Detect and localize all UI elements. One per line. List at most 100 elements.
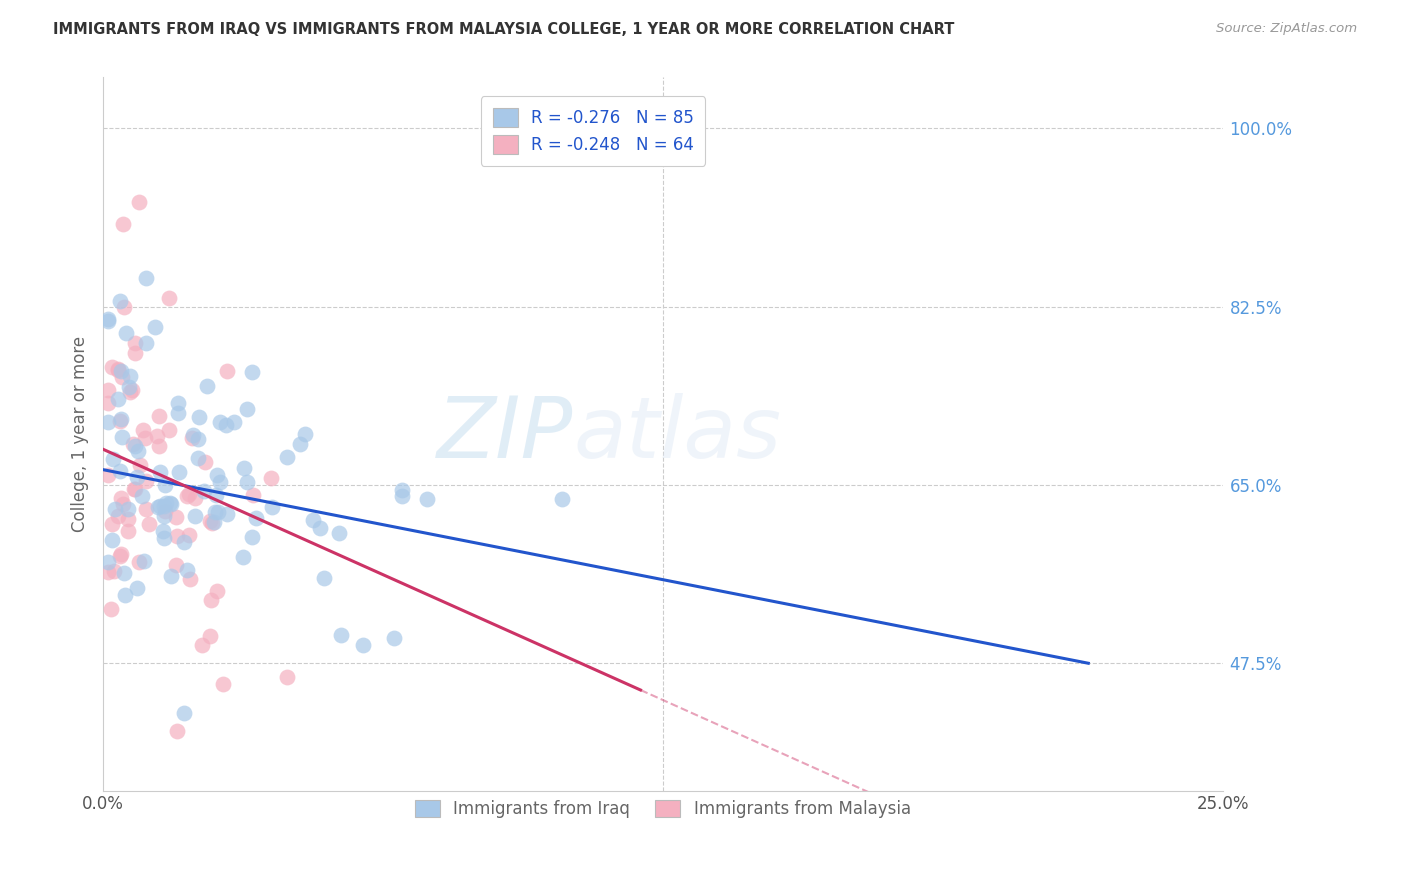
Point — [131, 490, 153, 504]
Point — [157, 423, 180, 437]
Point — [155, 478, 177, 492]
Point — [103, 564, 125, 578]
Y-axis label: College, 1 year or more: College, 1 year or more — [72, 336, 89, 533]
Point — [107, 392, 129, 406]
Point — [391, 490, 413, 504]
Point — [153, 499, 176, 513]
Point — [111, 430, 134, 444]
Point — [166, 724, 188, 739]
Point — [165, 558, 187, 572]
Point — [179, 572, 201, 586]
Point — [200, 593, 222, 607]
Text: Source: ZipAtlas.com: Source: ZipAtlas.com — [1216, 22, 1357, 36]
Point — [117, 512, 139, 526]
Point — [194, 454, 217, 468]
Point — [173, 535, 195, 549]
Point — [97, 467, 120, 482]
Point — [97, 312, 120, 326]
Point — [110, 412, 132, 426]
Point — [129, 458, 152, 472]
Point — [138, 516, 160, 531]
Point — [122, 437, 145, 451]
Point — [167, 406, 190, 420]
Point — [112, 566, 135, 580]
Point — [208, 415, 231, 429]
Point — [309, 520, 332, 534]
Point — [127, 470, 149, 484]
Point — [132, 423, 155, 437]
Point — [184, 509, 207, 524]
Point — [107, 508, 129, 523]
Point — [215, 507, 238, 521]
Point — [391, 483, 413, 498]
Point — [127, 443, 149, 458]
Point — [124, 336, 146, 351]
Point — [200, 629, 222, 643]
Point — [262, 500, 284, 514]
Point — [135, 474, 157, 488]
Point — [276, 450, 298, 464]
Text: ZIP: ZIP — [437, 392, 574, 475]
Point — [157, 291, 180, 305]
Point — [125, 581, 148, 595]
Point — [328, 526, 350, 541]
Point — [159, 496, 181, 510]
Point — [135, 271, 157, 285]
Point — [242, 488, 264, 502]
Point — [148, 439, 170, 453]
Point — [100, 360, 122, 375]
Point — [236, 402, 259, 417]
Point — [143, 320, 166, 334]
Point — [101, 533, 124, 548]
Point — [329, 628, 352, 642]
Point — [110, 491, 132, 506]
Point — [180, 431, 202, 445]
Point — [550, 491, 572, 506]
Text: IMMIGRANTS FROM IRAQ VS IMMIGRANTS FROM MALAYSIA COLLEGE, 1 YEAR OR MORE CORRELA: IMMIGRANTS FROM IRAQ VS IMMIGRANTS FROM … — [53, 22, 955, 37]
Legend: Immigrants from Iraq, Immigrants from Malaysia: Immigrants from Iraq, Immigrants from Ma… — [408, 794, 917, 825]
Point — [111, 496, 134, 510]
Point — [97, 565, 120, 579]
Point — [187, 432, 209, 446]
Point — [111, 218, 134, 232]
Point — [191, 638, 214, 652]
Point — [181, 428, 204, 442]
Point — [207, 467, 229, 482]
Text: atlas: atlas — [574, 392, 782, 475]
Point — [118, 385, 141, 400]
Point — [108, 414, 131, 428]
Point — [232, 550, 254, 565]
Point — [128, 555, 150, 569]
Point — [160, 498, 183, 512]
Point — [115, 326, 138, 340]
Point — [200, 514, 222, 528]
Point — [110, 364, 132, 378]
Point — [177, 487, 200, 501]
Point — [121, 383, 143, 397]
Point — [124, 482, 146, 496]
Point — [101, 517, 124, 532]
Point — [166, 529, 188, 543]
Point — [108, 293, 131, 308]
Point — [97, 383, 120, 397]
Point — [202, 516, 225, 530]
Point — [236, 475, 259, 489]
Point — [205, 488, 228, 502]
Point — [184, 491, 207, 505]
Point — [134, 554, 156, 568]
Point — [124, 482, 146, 496]
Point — [108, 549, 131, 563]
Point — [148, 500, 170, 515]
Point — [301, 513, 323, 527]
Point — [215, 364, 238, 378]
Point — [416, 491, 439, 506]
Point — [97, 396, 120, 410]
Point — [117, 502, 139, 516]
Point — [124, 439, 146, 453]
Point — [155, 496, 177, 510]
Point — [294, 427, 316, 442]
Point — [233, 461, 256, 475]
Point — [177, 528, 200, 542]
Point — [153, 531, 176, 545]
Point — [107, 363, 129, 377]
